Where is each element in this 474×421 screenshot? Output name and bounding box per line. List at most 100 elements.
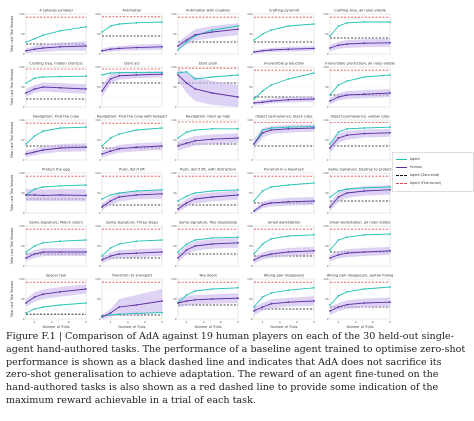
agent-point	[194, 192, 197, 194]
human-point	[389, 131, 391, 134]
y-tick-label: 100	[323, 12, 329, 16]
agent-point	[161, 239, 163, 241]
human-point	[337, 306, 340, 308]
human-point	[101, 90, 103, 92]
human-point	[59, 147, 62, 149]
legend-label-fine-tuned: Agent (Fine-tuned)	[410, 181, 441, 185]
agent-point	[185, 243, 188, 245]
y-tick-label: 50	[325, 138, 329, 142]
agent-point	[33, 135, 36, 137]
human-point	[337, 137, 340, 139]
human-point	[177, 302, 179, 304]
subplot-title: Crafting tree, hidden shortcut	[29, 62, 83, 66]
y-tick-label: 50	[21, 85, 25, 89]
subplot: Push, don't lift, with distractors 0 50 100	[171, 168, 239, 215]
x-tick-label: 2	[338, 320, 340, 324]
agent-point	[185, 131, 188, 133]
agent-point	[337, 131, 340, 133]
subplot: Navigation: Hold up high 0 50 100	[171, 115, 239, 162]
agent-point	[287, 25, 290, 27]
agent-point	[33, 308, 36, 310]
agent-point	[161, 127, 163, 129]
y-tick-label: 50	[173, 191, 177, 195]
agent-point	[329, 94, 331, 96]
human-point	[118, 253, 121, 255]
subplot: Spacer tool 0 50 100 2 4 6 8 Number of Trials Tot…	[10, 274, 87, 330]
x-axis-label: Number of Trials	[195, 325, 222, 329]
human-point	[389, 249, 391, 252]
human-point	[261, 49, 264, 52]
human-point	[109, 312, 112, 314]
agent-point	[363, 186, 366, 189]
agent-point	[42, 241, 45, 244]
agent-point	[194, 129, 197, 131]
y-tick-label: 0	[327, 264, 329, 268]
human-point	[363, 251, 366, 253]
human-point	[185, 202, 188, 204]
agent-point	[270, 186, 273, 188]
y-tick-label: 100	[95, 224, 101, 228]
subplot: Same signature: Three steps 0 50 100	[95, 221, 163, 268]
human-band	[178, 238, 238, 262]
agent-point	[59, 127, 62, 129]
agent-point	[270, 237, 273, 240]
human-point	[313, 98, 315, 100]
human-point	[109, 200, 112, 202]
agent-point	[287, 235, 290, 237]
agent-point	[101, 31, 103, 33]
human-point	[261, 204, 264, 206]
agent-point	[177, 49, 179, 51]
agent-point	[363, 76, 366, 78]
x-axis-label: Number of Trials	[43, 325, 70, 329]
human-point	[346, 252, 349, 255]
human-point	[363, 42, 366, 45]
x-tick-label: 6	[296, 320, 298, 324]
y-tick-label: 0	[175, 105, 177, 109]
human-point	[118, 147, 121, 150]
y-tick-label: 50	[21, 297, 25, 301]
agent-point	[211, 237, 214, 239]
human-point	[118, 306, 121, 308]
human-point	[346, 303, 349, 306]
agent-point	[33, 77, 36, 80]
human-band	[102, 71, 162, 97]
agent-point	[329, 143, 331, 145]
human-point	[211, 92, 214, 94]
subplot-title: Antimatter with creation	[186, 9, 230, 13]
y-tick-label: 0	[23, 211, 25, 215]
agent-point	[261, 243, 264, 245]
human-point	[313, 300, 315, 302]
human-point	[109, 150, 112, 153]
y-tick-label: 100	[247, 224, 253, 228]
human-point	[363, 302, 366, 304]
subplot-title: Same signature: Two doubleside	[179, 221, 238, 225]
legend-swatch-fine-tuned	[396, 182, 407, 184]
human-band	[102, 289, 162, 319]
human-point	[313, 127, 315, 129]
y-tick-label: 100	[323, 224, 329, 228]
y-tick-label: 50	[173, 244, 177, 248]
agent-point	[346, 188, 349, 190]
agent-point	[261, 190, 264, 192]
human-point	[118, 47, 121, 50]
subplot: Navigation: Find the cube with teleport 0…	[95, 115, 167, 163]
x-tick-label: 2	[34, 320, 36, 324]
y-tick-label: 0	[251, 105, 253, 109]
human-point	[42, 293, 45, 296]
human-point	[237, 137, 239, 139]
subplot-title: Same signature: Three steps	[106, 221, 158, 225]
agent-point	[346, 127, 349, 130]
human-point	[329, 47, 331, 49]
agent-point	[261, 129, 264, 131]
agent-point	[261, 33, 264, 35]
agent-point	[253, 39, 255, 41]
agent-point	[346, 236, 349, 239]
y-tick-label: 50	[21, 191, 25, 195]
human-point	[287, 98, 290, 101]
agent-point	[135, 240, 138, 243]
human-point	[211, 31, 214, 33]
agent-point	[270, 292, 273, 294]
human-point	[253, 143, 255, 145]
human-point	[25, 194, 27, 196]
subplot-title: Object permanence: black cube	[255, 115, 313, 119]
